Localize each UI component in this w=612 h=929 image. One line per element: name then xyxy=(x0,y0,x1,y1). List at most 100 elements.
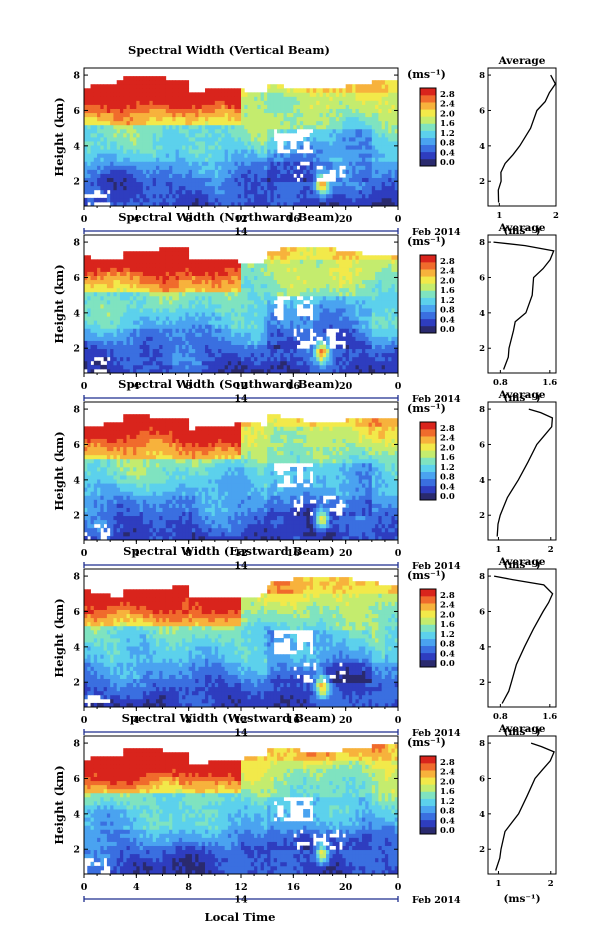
heatmap-cell xyxy=(201,263,206,268)
heatmap-cell xyxy=(159,88,163,93)
heatmap-cell xyxy=(241,100,245,105)
heatmap-cell xyxy=(270,153,275,158)
heatmap-cell xyxy=(123,287,127,293)
heatmap-cell xyxy=(303,328,307,333)
heatmap-cell xyxy=(348,185,353,191)
heatmap-cell xyxy=(211,193,216,199)
heatmap-cell xyxy=(345,157,350,162)
heatmap-cell xyxy=(319,153,324,158)
heatmap-cell xyxy=(198,360,203,366)
heatmap-cell xyxy=(270,157,275,162)
heatmap-cell xyxy=(178,149,183,154)
heatmap-cell xyxy=(306,88,311,93)
heatmap-cell xyxy=(227,197,232,203)
heatmap-cell xyxy=(175,100,180,105)
heatmap-cell xyxy=(110,283,114,289)
heatmap-cell xyxy=(241,185,245,191)
heatmap-cell xyxy=(165,173,170,178)
heatmap-cell xyxy=(319,251,324,256)
heatmap-cell xyxy=(234,324,239,329)
heatmap-cell xyxy=(113,299,118,305)
heatmap-cell xyxy=(133,116,137,122)
heatmap-cell xyxy=(290,360,294,366)
heatmap-cell xyxy=(241,324,245,329)
heatmap-cell xyxy=(103,132,108,138)
heatmap-cell xyxy=(169,145,173,150)
heatmap-cell xyxy=(257,336,262,341)
heatmap-cell xyxy=(103,84,108,89)
heatmap-cell xyxy=(276,193,281,199)
heatmap-cell xyxy=(129,324,134,329)
heatmap-cell xyxy=(267,283,271,289)
heatmap-cell xyxy=(195,96,199,101)
heatmap-cell xyxy=(391,84,396,89)
heatmap-cell xyxy=(205,287,209,293)
heatmap-cell xyxy=(221,181,226,187)
heatmap-cell xyxy=(378,137,383,142)
heatmap-cell xyxy=(375,153,379,158)
heatmap-cell xyxy=(136,149,140,154)
heatmap-cell xyxy=(355,112,360,118)
heatmap-cell xyxy=(391,161,396,166)
heatmap-cell xyxy=(152,165,157,170)
heatmap-cell xyxy=(188,92,193,97)
heatmap-cell xyxy=(218,157,222,162)
heatmap-cell xyxy=(129,320,134,325)
heatmap-cell xyxy=(87,112,91,118)
heatmap-cell xyxy=(352,165,356,170)
heatmap-cell xyxy=(100,275,105,281)
heatmap-cell xyxy=(254,149,258,154)
heatmap-cell xyxy=(368,92,373,97)
heatmap-cell xyxy=(375,132,379,138)
heatmap-cell xyxy=(227,145,232,150)
heatmap-cell xyxy=(175,137,180,142)
heatmap-cell xyxy=(241,316,245,321)
heatmap-cell xyxy=(234,201,239,207)
heatmap-cell xyxy=(224,275,229,281)
heatmap-cell xyxy=(345,193,350,199)
heatmap-cell xyxy=(270,356,275,362)
heatmap-cell xyxy=(316,304,320,309)
heatmap-cell xyxy=(208,279,212,285)
heatmap-cell xyxy=(139,360,144,366)
heatmap-cell xyxy=(123,137,127,142)
heatmap-cell xyxy=(198,96,203,101)
heatmap-cell xyxy=(93,116,98,122)
heatmap-cell xyxy=(260,177,265,183)
heatmap-cell xyxy=(152,137,157,142)
heatmap-cell xyxy=(260,96,265,101)
heatmap-cell xyxy=(329,157,333,162)
heatmap-cell xyxy=(244,340,248,345)
heatmap-cell xyxy=(231,201,235,207)
heatmap-cell xyxy=(316,189,320,195)
heatmap-cell xyxy=(339,189,343,195)
heatmap-cell xyxy=(119,328,124,333)
y-tick-label: 6 xyxy=(73,106,80,117)
heatmap-cell xyxy=(306,283,311,289)
heatmap-cell xyxy=(247,324,252,329)
heatmap-cell xyxy=(90,320,95,325)
heatmap-cell xyxy=(283,161,288,166)
heatmap-cell xyxy=(394,104,399,109)
heatmap-cell xyxy=(231,364,235,370)
heatmap-cell xyxy=(185,88,190,93)
heatmap-cell xyxy=(211,100,216,105)
heatmap-cell xyxy=(106,360,111,366)
heatmap-cell xyxy=(283,88,288,93)
heatmap-cell xyxy=(142,259,147,264)
heatmap-cell xyxy=(205,279,209,285)
heatmap-cell xyxy=(106,153,111,158)
heatmap-cell xyxy=(97,137,101,142)
heatmap-cell xyxy=(90,308,95,313)
heatmap-cell xyxy=(306,368,311,374)
heatmap-cell xyxy=(250,201,255,207)
heatmap-cell xyxy=(165,128,170,134)
heatmap-cell xyxy=(388,161,392,166)
heatmap-cell xyxy=(178,132,183,138)
heatmap-cells xyxy=(84,247,399,374)
heatmap-cell xyxy=(348,197,353,203)
heatmap-cell xyxy=(211,116,216,122)
heatmap-cell xyxy=(339,181,343,187)
heatmap-cell xyxy=(103,336,108,341)
heatmap-cell xyxy=(286,324,291,329)
